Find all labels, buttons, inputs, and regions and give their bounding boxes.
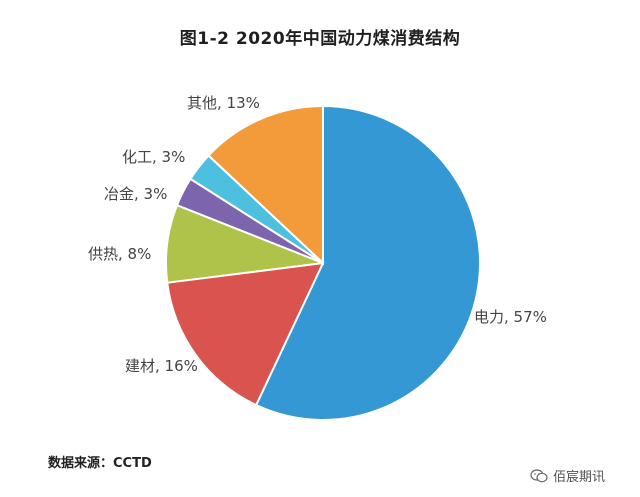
pie-label-0: 电力, 57% <box>474 308 547 326</box>
watermark: 佰宸期讯 <box>530 466 605 485</box>
data-source: 数据来源：CCTD <box>48 456 152 471</box>
pie-label-5: 其他, 13% <box>187 94 260 112</box>
pie-label-1: 建材, 16% <box>125 357 198 375</box>
pie-slice-5 <box>207 104 324 266</box>
pie-slice-1 <box>166 261 325 407</box>
pie-label-3: 冶金, 3% <box>104 185 167 203</box>
chart-title: 图1-2 2020年中国动力煤消费结构 <box>179 29 461 49</box>
pie-label-2: 供热, 8% <box>88 245 151 263</box>
pie-slice-0 <box>254 104 481 421</box>
wechat-icon <box>530 468 548 482</box>
pie-label-4: 化工, 3% <box>122 148 185 166</box>
watermark-text: 佰宸期讯 <box>553 470 606 485</box>
